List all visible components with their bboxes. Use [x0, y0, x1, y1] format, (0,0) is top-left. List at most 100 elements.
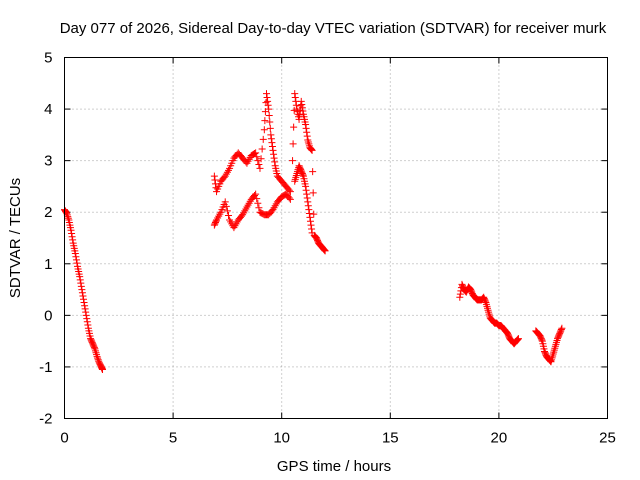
chart-title: Day 077 of 2026, Sidereal Day-to-day VTE… [60, 20, 607, 37]
data-point [266, 124, 274, 132]
data-point [265, 105, 273, 113]
data-point [302, 121, 310, 129]
data-point [253, 195, 261, 203]
y-tick-label: 2 [44, 204, 52, 221]
data-point [307, 145, 315, 153]
data-point [306, 217, 314, 225]
data-point [67, 226, 75, 234]
data-point [267, 131, 275, 139]
data-point [257, 155, 265, 163]
x-tick-label: 10 [273, 430, 290, 447]
series-segment-1 [61, 206, 107, 374]
data-point [321, 247, 329, 255]
data-point [308, 229, 316, 237]
data-point [309, 189, 317, 197]
data-point [256, 164, 264, 172]
data-point [289, 140, 297, 148]
x-tick-labels: 0 5 10 15 20 25 [60, 430, 616, 447]
data-point [82, 308, 90, 316]
data-point [262, 90, 270, 98]
data-point [309, 168, 317, 176]
data-point [302, 186, 310, 194]
data-point [83, 318, 91, 326]
data-point [308, 146, 316, 154]
data-point [299, 107, 307, 115]
data-point [285, 186, 293, 194]
data-point [514, 335, 522, 343]
data-point [71, 249, 79, 257]
data-point [76, 276, 84, 284]
x-tick-label: 25 [599, 430, 616, 447]
data-point [308, 225, 316, 233]
data-point [252, 149, 260, 157]
data-point [68, 229, 76, 237]
series-segment-4 [456, 280, 522, 348]
data-point [93, 353, 101, 361]
y-tick-label: 1 [44, 256, 52, 273]
data-point [99, 366, 107, 374]
data-point [558, 324, 566, 332]
data-point [77, 279, 85, 287]
data-point [72, 253, 80, 261]
data-point [269, 146, 277, 154]
data-point [81, 302, 89, 310]
y-tick-labels: -2 -1 0 1 2 3 4 5 [39, 50, 52, 428]
data-point [69, 236, 77, 244]
data-point [80, 295, 88, 303]
plot-frame [64, 57, 608, 419]
data-point [304, 202, 312, 210]
data-point [78, 286, 86, 294]
data-point [305, 206, 313, 214]
series-segment-3-lower [291, 162, 316, 237]
data-point [94, 354, 102, 362]
data-point [271, 158, 279, 166]
data-point [456, 290, 464, 298]
data-point [320, 246, 328, 254]
data-point [557, 326, 565, 334]
data-point [265, 112, 273, 120]
data-point [307, 221, 315, 229]
data-point [78, 289, 86, 297]
data-point [268, 139, 276, 147]
data-point [321, 246, 329, 254]
data-point [62, 207, 70, 215]
data-point [255, 161, 263, 169]
data-point [456, 293, 464, 301]
data-point [90, 344, 98, 352]
data-point [255, 204, 263, 212]
data-point [291, 90, 299, 98]
data-point [303, 190, 311, 198]
data-point [266, 118, 274, 126]
data-point [264, 101, 272, 109]
data-point [546, 357, 554, 365]
data-point [302, 182, 310, 190]
data-marks [61, 90, 566, 374]
data-point [289, 157, 297, 165]
x-tick-label: 0 [60, 430, 68, 447]
data-point [72, 256, 80, 264]
data-point [298, 104, 306, 112]
data-point [77, 282, 85, 290]
x-axis-label: GPS time / hours [277, 458, 391, 475]
data-point [514, 335, 522, 343]
series-segment-5 [532, 324, 566, 366]
data-point [303, 128, 311, 136]
data-point [305, 210, 313, 218]
data-point [211, 176, 219, 184]
series-segment-3 [289, 90, 329, 255]
data-point [302, 124, 310, 132]
data-point [252, 190, 260, 198]
y-tick-label: 4 [44, 101, 52, 118]
data-point [538, 336, 546, 344]
y-tick-label: 5 [44, 50, 52, 67]
data-point [253, 153, 261, 161]
data-point [73, 259, 81, 267]
data-point [296, 111, 304, 119]
data-point [223, 207, 231, 215]
data-point [291, 93, 299, 101]
data-point [290, 123, 298, 131]
data-point [68, 233, 76, 241]
data-point [267, 135, 275, 143]
